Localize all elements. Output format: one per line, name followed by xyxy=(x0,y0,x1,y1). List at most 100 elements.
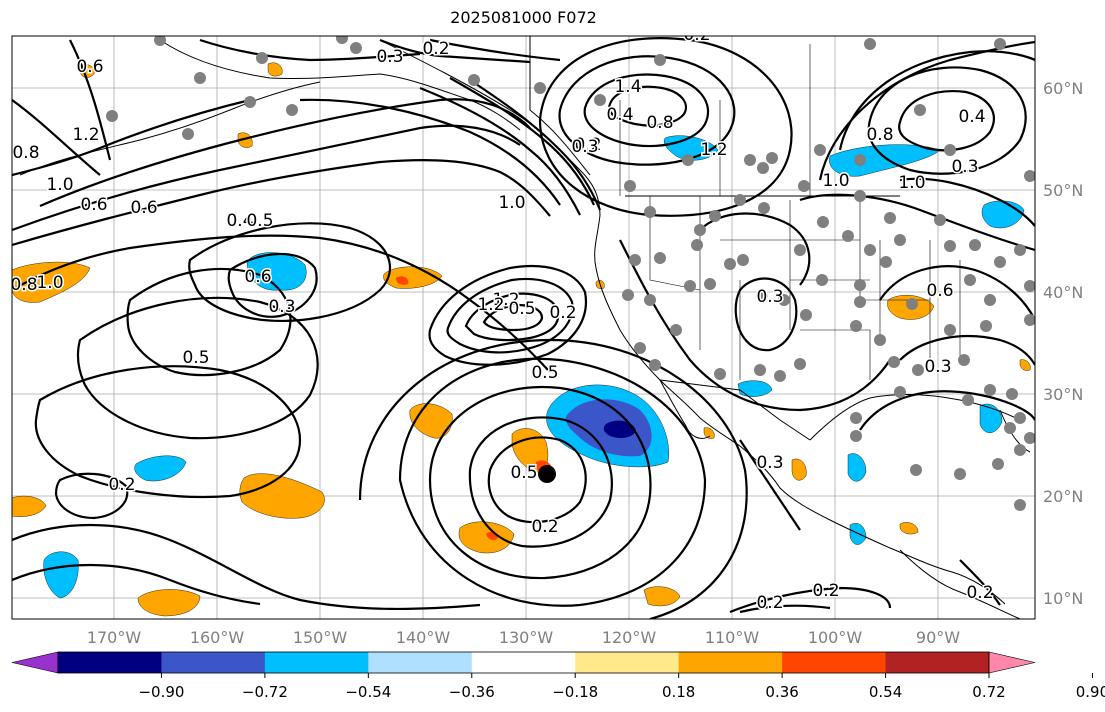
station-marker xyxy=(694,224,706,236)
contour-line xyxy=(12,159,551,247)
contour-line xyxy=(126,267,292,377)
contour-label: 0.2 xyxy=(756,593,783,613)
contour-line xyxy=(959,559,1001,606)
station-marker xyxy=(182,128,194,140)
negative-anomaly-patch xyxy=(829,144,941,177)
station-marker xyxy=(994,38,1006,50)
station-marker xyxy=(691,239,703,251)
contour-line xyxy=(188,222,392,323)
contour-label: 1.2 xyxy=(700,140,727,160)
contour-line xyxy=(69,39,112,161)
station-marker xyxy=(969,239,981,251)
contour-label: 1.0 xyxy=(46,175,73,195)
station-marker xyxy=(814,144,826,156)
station-marker xyxy=(256,52,268,64)
contour-label: 0.3 xyxy=(924,357,951,377)
station-marker xyxy=(724,258,736,270)
station-marker xyxy=(958,354,970,366)
station-marker xyxy=(817,216,829,228)
colorbar-swatch xyxy=(782,652,887,673)
contour-label: 0.3 xyxy=(376,47,403,67)
colorbar-swatch xyxy=(264,652,369,673)
contour-label: 0.4 xyxy=(958,107,985,127)
contour-line xyxy=(734,277,798,352)
contour-label: 0.3 xyxy=(571,137,598,157)
colorbar-tick-label: −0.90 xyxy=(138,683,184,701)
contour-line xyxy=(469,79,602,211)
contour-line xyxy=(12,523,481,611)
contour-line xyxy=(199,38,421,62)
baja-coastline xyxy=(659,379,711,439)
contour-label: 1.2 xyxy=(492,290,519,310)
negative-anomaly-patch xyxy=(737,380,773,397)
contour-line xyxy=(76,296,319,440)
contour-line xyxy=(429,38,561,62)
positive-anomaly-patch xyxy=(791,458,807,481)
contour-label: 0.2 xyxy=(683,25,710,45)
contour-label: 0.4 xyxy=(226,211,253,231)
station-marker xyxy=(534,82,546,94)
station-marker xyxy=(854,296,866,308)
colorbar-tick-label: 0.90 xyxy=(1076,683,1105,701)
contour-line xyxy=(12,124,521,232)
map-frame xyxy=(11,35,1036,620)
contour-line xyxy=(12,563,261,606)
latitude-label: 10°N xyxy=(1043,589,1083,608)
contour-label-layer: 0.3 0.20.20.60.81.21.00.40.50.30.20.60.81… xyxy=(12,25,995,615)
station-marker xyxy=(654,54,666,66)
station-marker xyxy=(244,96,256,108)
station-marker xyxy=(634,342,646,354)
station-marker xyxy=(744,154,756,166)
station-marker xyxy=(934,214,946,226)
station-marker xyxy=(286,104,298,116)
positive-anomaly-patch xyxy=(79,64,95,78)
colorbar-swatch xyxy=(368,652,473,673)
contour-label: 0.6 xyxy=(130,198,157,218)
colorbar-swatch xyxy=(161,652,266,673)
contour-label: 0.2 xyxy=(574,135,601,155)
contour-label: 1.4 xyxy=(614,77,641,97)
station-marker xyxy=(778,294,790,306)
station-marker xyxy=(622,289,634,301)
negative-anomaly-patch xyxy=(246,252,307,291)
station-marker xyxy=(964,274,976,286)
station-marker xyxy=(670,324,682,336)
contour-label: 0.6 xyxy=(76,57,103,77)
state-border-layer xyxy=(619,44,961,380)
station-marker xyxy=(774,370,786,382)
station-marker xyxy=(336,36,348,44)
colorbar-swatch xyxy=(575,652,680,673)
colorbar-extend-high xyxy=(988,651,1036,674)
central-america-coastline xyxy=(899,549,1021,619)
latitude-label: 50°N xyxy=(1043,181,1083,200)
contour-line xyxy=(482,303,544,332)
contour-label: 0.8 xyxy=(866,125,893,145)
station-marker xyxy=(704,278,716,290)
negative-anomaly-patch xyxy=(603,420,636,438)
contour-label: 1.0 xyxy=(498,193,525,213)
contour-line xyxy=(899,334,1035,366)
contour-line xyxy=(54,472,129,520)
positive-anomaly-patch xyxy=(12,261,91,303)
contour-line xyxy=(739,439,801,531)
contour-label: 1.0 xyxy=(36,273,63,293)
station-marker xyxy=(709,210,721,222)
colorbar-tick-label: 0.72 xyxy=(972,683,1005,701)
contour-line xyxy=(558,55,736,166)
station-marker xyxy=(884,212,896,224)
station-marker xyxy=(1014,244,1026,256)
colorbar-tick-label: −0.72 xyxy=(242,683,288,701)
contour-label: 0.2 xyxy=(812,581,839,601)
station-marker xyxy=(864,244,876,256)
contour-label: 0.2 xyxy=(531,517,558,537)
contour-line xyxy=(867,66,1027,175)
contour-line xyxy=(12,99,101,176)
contour-label: 1.0 xyxy=(822,171,849,191)
contour-line xyxy=(428,385,652,580)
colorbar-swatch xyxy=(58,652,162,673)
contour-label: 0.5 xyxy=(510,463,537,483)
colorbar-tick-label: −0.54 xyxy=(345,683,391,701)
contour-line xyxy=(12,234,549,371)
contour-line xyxy=(487,436,587,524)
